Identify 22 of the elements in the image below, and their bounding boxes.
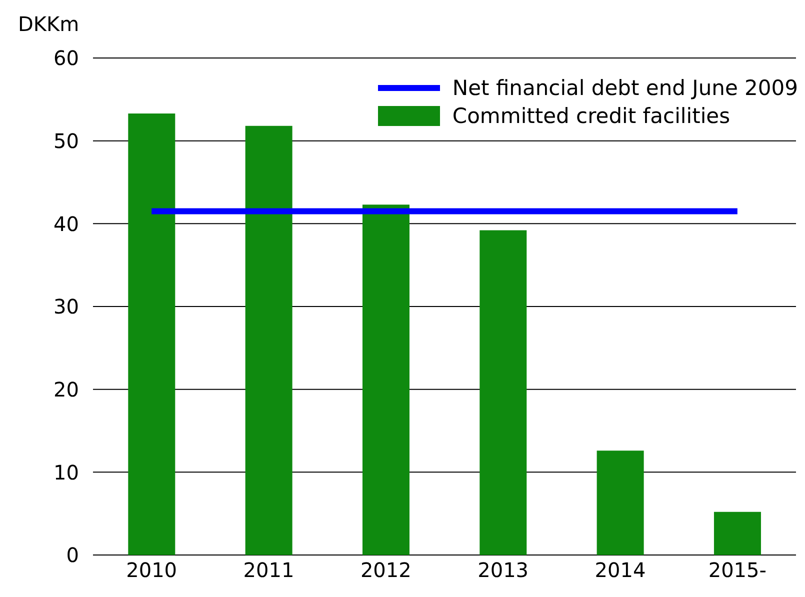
bar <box>128 114 176 555</box>
legend-label: Committed credit facilities <box>452 104 730 128</box>
bar <box>362 204 410 555</box>
x-tick-label: 2013 <box>478 558 529 582</box>
y-tick-label: 30 <box>54 294 79 319</box>
bar <box>245 126 292 555</box>
y-tick-label: 0 <box>66 543 79 568</box>
y-axis-title: DKKm <box>18 12 80 36</box>
bar <box>480 230 527 555</box>
y-tick-label: 10 <box>54 460 79 484</box>
y-tick-label: 40 <box>54 212 79 236</box>
x-tick-label: 2012 <box>360 558 412 582</box>
x-tick-label: 2015- <box>708 558 766 582</box>
y-tick-label: 20 <box>54 377 79 402</box>
y-tick-label: 50 <box>54 128 79 153</box>
x-tick-label: 2010 <box>126 558 178 582</box>
legend-label: Net financial debt end June 2009 <box>452 76 798 100</box>
x-tick-label: 2011 <box>243 558 294 582</box>
y-tick-label: 60 <box>54 46 79 70</box>
bar <box>596 450 644 555</box>
x-tick-label: 2014 <box>594 558 646 582</box>
bar <box>714 512 761 555</box>
